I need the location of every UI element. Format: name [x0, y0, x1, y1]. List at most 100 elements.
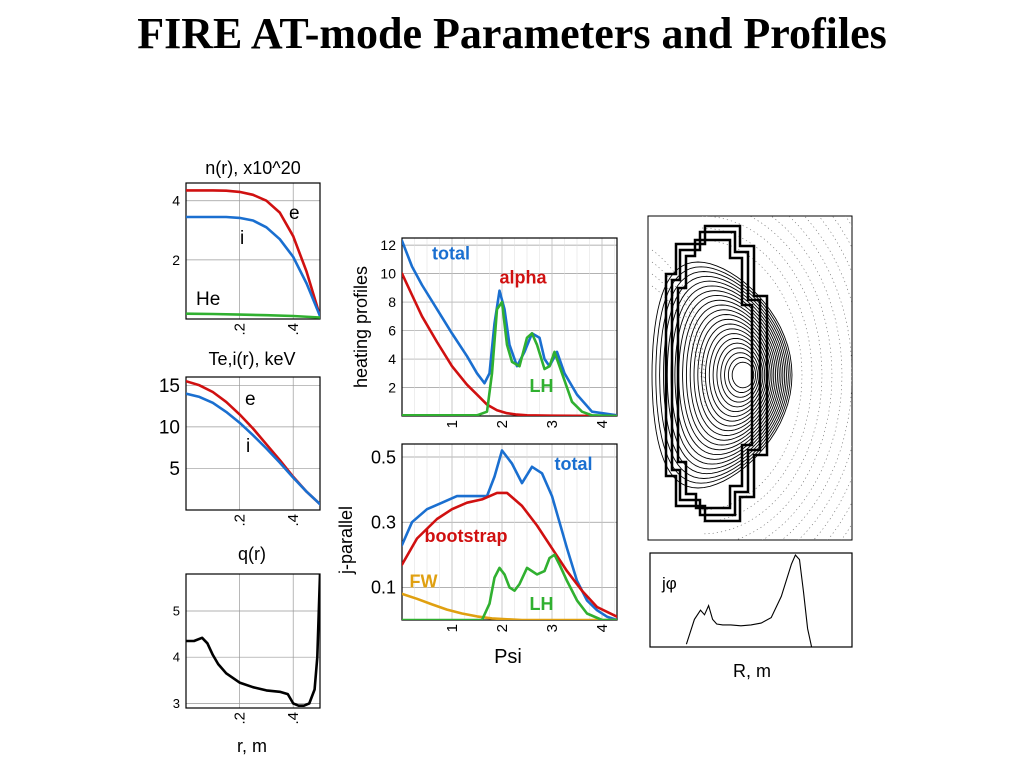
j-parallel-plot: 0.1 0.3 0.5 1 2 3 4 Psi j-parallel total bootstrap…: [336, 443, 618, 668]
plot-frame: [185, 182, 321, 320]
temperature-plot: Te,i(r), keV 5 10 15 .2 .4 e i: [159, 349, 321, 527]
open-field-line: [701, 239, 803, 511]
plot-frame: [649, 552, 853, 648]
flux-surface: [701, 323, 769, 427]
plot-title: n(r), x10^20: [205, 158, 300, 178]
series-line-alpha: [402, 272, 617, 416]
flux-surface: [693, 314, 773, 436]
series-label-bootstrap: bootstrap: [425, 526, 508, 546]
x-tick-label: .2: [232, 712, 249, 725]
flux-surface: [659, 271, 789, 479]
x-tick-label: 2: [494, 624, 511, 632]
flux-surface: [708, 333, 766, 417]
y-tick-label: 0.3: [371, 513, 396, 533]
x-tick-label: 1: [444, 624, 461, 632]
flux-surface: [666, 280, 786, 470]
y-axis-label: heating profiles: [351, 266, 371, 388]
flux-surface: [727, 357, 757, 393]
plot-title: q(r): [238, 544, 266, 564]
page-title: FIRE AT-mode Parameters and Profiles: [137, 9, 887, 58]
y-tick-label: 6: [388, 322, 396, 338]
jphi-label: jφ: [661, 574, 677, 593]
series-line-lh: [402, 300, 617, 416]
x-tick-label: .2: [232, 323, 249, 336]
y-tick-label: 4: [172, 193, 180, 209]
series-label-lh: LH: [530, 376, 554, 396]
y-tick-label: 0.5: [371, 447, 396, 467]
flux-surface: [682, 299, 778, 451]
y-tick-label: 2: [172, 252, 180, 268]
series-line-i: [186, 215, 320, 318]
series-label-lh: LH: [530, 594, 554, 614]
series-line-fw: [402, 592, 617, 620]
series-label-e: e: [245, 389, 256, 410]
flux-surface: [716, 342, 762, 408]
y-tick-label: 10: [380, 266, 396, 282]
flux-surface: [685, 304, 777, 446]
series-line-lh: [402, 553, 617, 620]
flux-surface: [674, 290, 782, 460]
series-line-e: [186, 189, 320, 318]
density-plot: n(r), x10^20 2 4 .2 .4 e i He: [172, 158, 321, 336]
series-label-alpha: alpha: [500, 268, 548, 288]
plot-frame: [185, 376, 321, 511]
flux-surface: [712, 337, 764, 413]
series-label-he: He: [196, 289, 220, 310]
flux-surface: [663, 275, 787, 475]
y-tick-label: 4: [173, 650, 180, 665]
x-tick-label: 1: [444, 420, 461, 428]
y-tick-label: 12: [380, 237, 396, 253]
x-axis-label: r, m: [237, 736, 267, 756]
y-tick-label: 4: [388, 351, 396, 367]
y-tick-label: 2: [388, 379, 396, 395]
current-density-plot: jφ R, m: [649, 552, 853, 681]
y-tick-label: 3: [173, 696, 180, 711]
flux-surface: [670, 285, 784, 465]
series-line-jphi: [685, 553, 813, 648]
x-axis-label: Psi: [494, 646, 522, 668]
x-tick-label: 3: [544, 624, 561, 632]
flux-surface: [655, 266, 791, 484]
safety-factor-plot: q(r) 3 4 5 .2 .4 r, m: [173, 544, 321, 756]
series-line-total: [402, 239, 617, 416]
x-tick-label: .4: [285, 712, 302, 725]
plot-frame: [401, 237, 618, 417]
x-tick-label: .4: [285, 323, 302, 336]
series-line-q: [186, 574, 320, 708]
series-label-total: total: [555, 454, 593, 474]
series-label-i: i: [246, 436, 250, 457]
flux-surface: [678, 294, 780, 456]
y-axis-label: j-parallel: [336, 506, 356, 575]
series-label-e: e: [289, 203, 300, 224]
flux-surface: [705, 328, 767, 422]
y-tick-label: 0.1: [371, 578, 396, 598]
x-axis-label: R, m: [733, 661, 771, 681]
x-tick-label: 2: [494, 420, 511, 428]
x-tick-label: .4: [285, 514, 302, 527]
x-tick-label: 3: [544, 420, 561, 428]
y-tick-label: 10: [159, 418, 180, 439]
series-line-bootstrap: [402, 491, 617, 619]
series-label-total: total: [432, 243, 470, 263]
y-tick-label: 15: [159, 376, 180, 397]
flux-surface-equilibrium-image: [647, 215, 853, 541]
vessel-wall: [670, 230, 762, 517]
series-line-he: [186, 312, 320, 319]
series-label-i: i: [240, 228, 244, 249]
flux-surface: [724, 352, 758, 398]
open-field-line: [701, 227, 813, 523]
y-tick-label: 5: [173, 604, 180, 619]
flux-surface: [697, 318, 771, 432]
series-line-i: [186, 392, 320, 506]
flux-surface: [689, 309, 775, 441]
y-tick-label: 5: [169, 459, 180, 480]
x-tick-label: 4: [594, 420, 611, 428]
x-tick-label: .2: [232, 514, 249, 527]
flux-surface: [720, 347, 760, 403]
series-label-fw: FW: [410, 571, 438, 591]
flux-surface: [731, 361, 755, 389]
x-tick-label: 4: [594, 624, 611, 632]
flux-surface: [651, 261, 793, 489]
